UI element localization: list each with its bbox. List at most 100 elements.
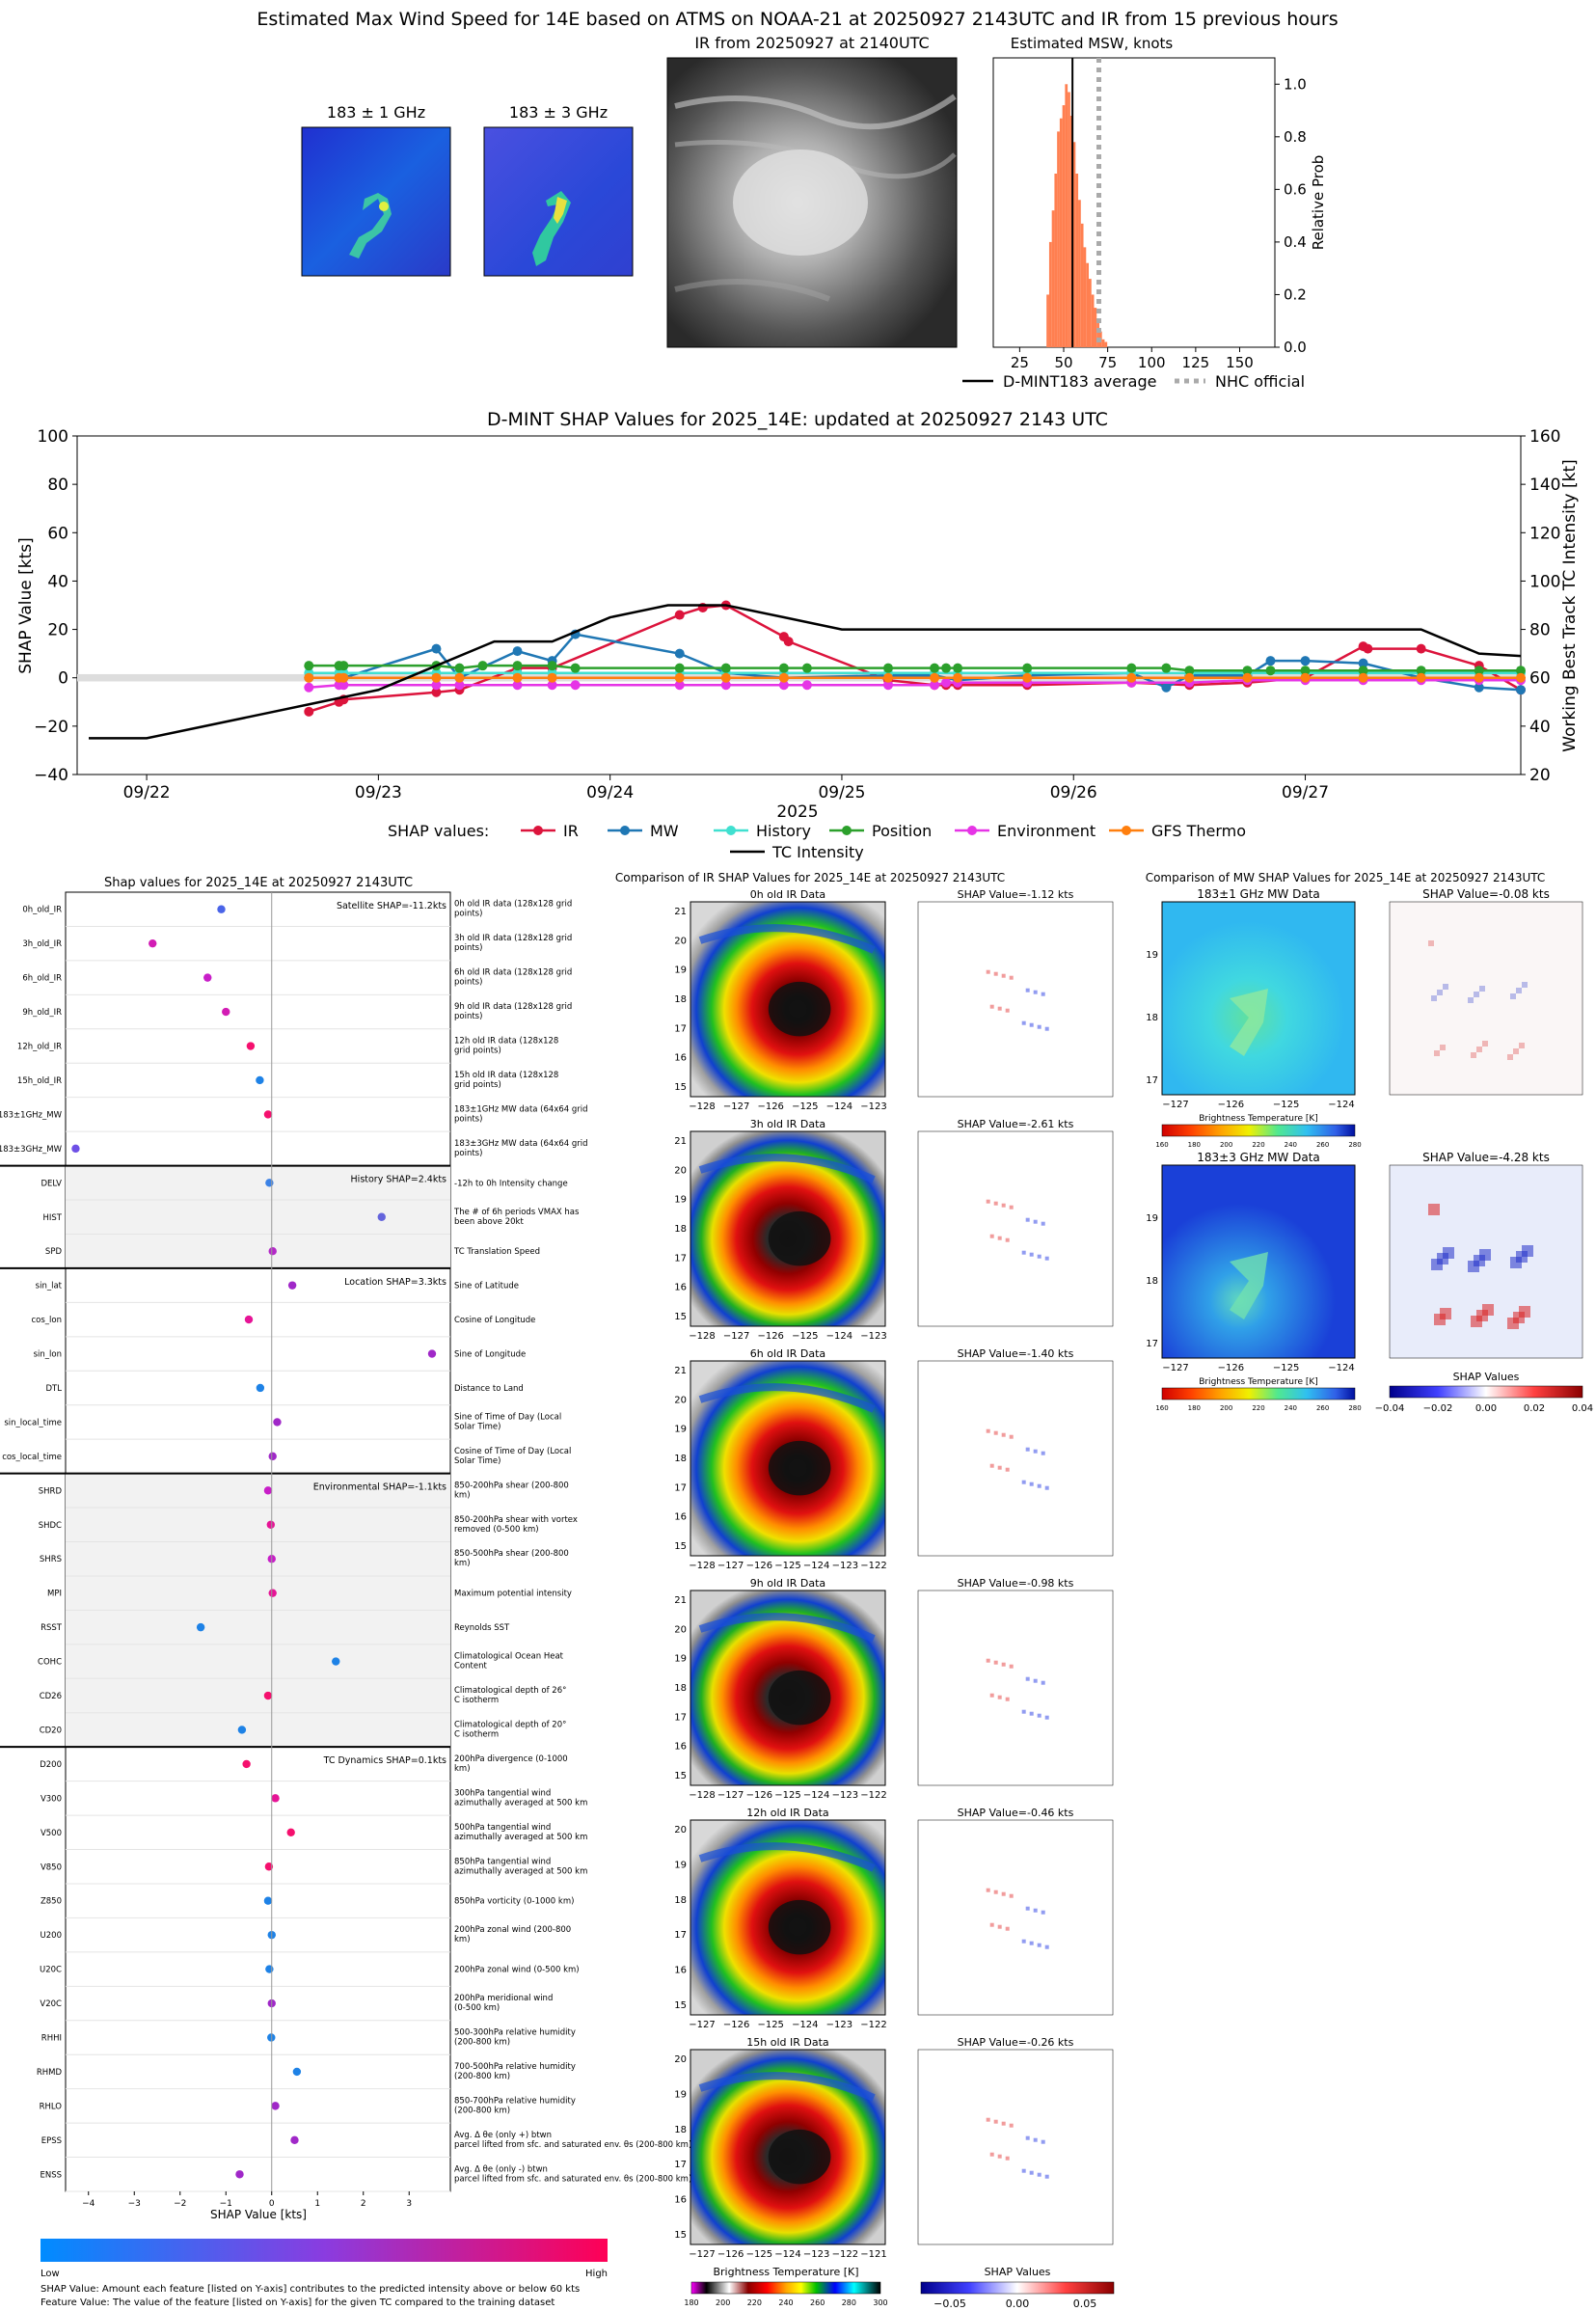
ir-ytick-5-1: 19 [674, 2089, 687, 2100]
ir-ytick-5-4: 16 [674, 2195, 687, 2206]
shap-point-0-3 [222, 1007, 230, 1017]
shap-feature-desc-4-3: 850hPa tangential wind azimuthally averag… [454, 1857, 587, 1876]
shap-point-0-2 [203, 973, 212, 982]
hist-bar-16 [1089, 279, 1092, 347]
ir-shap-speck-5-5 [1029, 2170, 1034, 2175]
legend-marker-0 [533, 826, 543, 835]
ts-point-3-2 [338, 661, 349, 671]
shap-feature-name-3-5: COHC [38, 1658, 62, 1668]
shap-point-4-11 [290, 2135, 299, 2145]
ir-shap-speck-0-4 [993, 971, 998, 976]
ir-cb-tick-3: 240 [778, 2298, 793, 2307]
ts-point-4-7 [570, 680, 581, 691]
shap-feature-name-1-1: HIST [43, 1213, 63, 1223]
shap-feature-desc-2-3: Distance to Land [454, 1384, 524, 1394]
shap-group-label-2: Location SHAP=3.3kts [344, 1277, 446, 1288]
shap-feature-name-4-1: V300 [41, 1794, 62, 1804]
mw-cbar-label-1: Brightness Temperature [K] [1199, 1377, 1318, 1387]
shap-feature-desc-4-6: 200hPa zonal wind (0-500 km) [454, 1966, 580, 1975]
ts-point-4-6 [547, 680, 557, 691]
ir-shap-speck-2-5 [1029, 1482, 1034, 1486]
ts-point-3-18 [1126, 663, 1137, 673]
mw-xtick-0-0: −127 [1162, 1100, 1188, 1110]
shap-feature-desc-3-0: 850-200hPa shear (200-800 km) [454, 1481, 569, 1500]
ir-ytick-4-3: 17 [674, 1930, 687, 1941]
shap-feature-name-2-1: cos_lon [31, 1316, 62, 1325]
ir-shap-speck-4-7 [1033, 1908, 1038, 1913]
shap-feature-name-3-7: CD20 [40, 1726, 62, 1735]
ts-point-3-10 [720, 663, 731, 673]
mw-cb-tick-0-1: 180 [1188, 1141, 1201, 1149]
shap-xtick-label-5: 1 [314, 2199, 320, 2209]
shap-feature-name-0-0: 0h_old_IR [22, 906, 62, 915]
ir-shap-speck-4-3 [1025, 1906, 1030, 1911]
ir-shap-title-3: SHAP Value=-0.98 kts [958, 1577, 1074, 1590]
ir-shap-speck-2-0 [986, 1428, 990, 1433]
hist-xtick-label-3: 100 [1138, 354, 1166, 371]
desc-line-1: 15h old IR data (128x128 [454, 1071, 558, 1080]
hist-bar-6 [1062, 105, 1066, 347]
mw1-image [301, 126, 451, 277]
ir-ytick-2-3: 18 [674, 1454, 687, 1464]
desc-line-1: Climatological Ocean Heat [454, 1652, 564, 1662]
shap-point-4-12 [235, 2170, 244, 2179]
desc-line-1: Climatological depth of 20° [454, 1720, 566, 1729]
ir-shap-speck-0-10 [1005, 1008, 1010, 1013]
ir-cb-tick-0: 180 [684, 2298, 698, 2307]
desc-line-2: Solar Time) [454, 1456, 500, 1466]
mw-shap-speck-0-3 [1431, 995, 1437, 1001]
ir-ytick-3-1: 20 [674, 1624, 687, 1635]
shap-point-4-2 [286, 1828, 295, 1837]
ts-point-0-11 [783, 637, 794, 647]
hist-bar-3 [1054, 174, 1058, 347]
mw-shap-speck-0-11 [1516, 988, 1522, 993]
shap-feature-name-0-4: 12h_old_IR [17, 1043, 62, 1052]
ir-shap-speck-3-12 [1009, 1664, 1014, 1669]
hist-bar-21 [1101, 339, 1105, 347]
shap-point-2-3 [256, 1383, 265, 1393]
desc-line-2: km) [454, 1559, 471, 1568]
ir-shap-colorbar-ticks: −0.05 0.00 0.05 [933, 2297, 1096, 2310]
shap-feature-desc-2-4: Sine of Time of Day (Local Solar Time) [454, 1412, 561, 1431]
ir-shap-speck-1-7 [1033, 1219, 1038, 1224]
shap-feature-desc-4-8: 500-300hPa relative humidity (200-800 km) [454, 2027, 576, 2047]
ts-point-5-2 [338, 672, 349, 683]
ir-ytick-3-4: 17 [674, 1712, 687, 1723]
shap-feature-name-4-6: U20C [40, 1966, 62, 1975]
ts-ytick-right-label-2: 60 [1529, 669, 1551, 689]
shap-feature-name-2-2: sin_lon [34, 1350, 62, 1360]
mw-compare-title: Comparison of MW SHAP Values for 2025_14… [1146, 871, 1546, 884]
desc-line-1: 850hPa vorticity (0-1000 km) [454, 1897, 574, 1907]
legend-marker-1 [620, 826, 630, 835]
ir-xtick-1-1: −127 [723, 1331, 749, 1342]
mw-shap-speck-1-16 [1482, 1304, 1494, 1316]
mw-shap-cb-tick-3: 0.02 [1524, 1403, 1545, 1414]
ir-shap-speck-2-13 [1044, 1485, 1049, 1490]
ir-shap-speck-4-2 [989, 1922, 994, 1927]
ts-point-3-4 [454, 663, 465, 673]
desc-line-1: Sine of Longitude [454, 1350, 526, 1360]
ts-point-5-17 [1300, 672, 1311, 683]
shap-group-label-4: TC Dynamics SHAP=0.1kts [323, 1755, 446, 1766]
ir-xtick-4-4: −123 [826, 2020, 852, 2030]
ir-shap-speck-5-12 [1009, 2123, 1014, 2128]
shap-feature-name-0-7: 183±3GHz_MW [0, 1145, 63, 1155]
shap-feature-desc-0-6: 183±1GHz MW data (64x64 grid points) [454, 1104, 588, 1124]
ir-xtick-5-6: −121 [860, 2249, 886, 2260]
mw-shap-speck-0-4 [1471, 1052, 1476, 1058]
ir-xtick-1-5: −123 [860, 1331, 886, 1342]
desc-line-1: Sine of Time of Day (Local [454, 1412, 561, 1422]
shap-point-3-7 [237, 1726, 247, 1734]
mw-cb-tick-0-3: 220 [1252, 1141, 1264, 1149]
shap-point-0-7 [71, 1144, 80, 1154]
ts-point-1-19 [1265, 656, 1276, 666]
shap-feature-name-4-0: D200 [40, 1760, 62, 1770]
shap-feature-name-0-6: 183±1GHz_MW [0, 1110, 63, 1120]
ts-point-4-12 [883, 680, 894, 691]
ir-shap-speck-0-13 [1044, 1026, 1049, 1031]
ts-point-5-0 [304, 672, 314, 683]
ir-shap-speck-3-13 [1044, 1715, 1049, 1720]
timeseries-chart: −40 −20 0 20 40 60 80 100 20 40 60 80 100 120 140 160 09… [34, 427, 1560, 802]
shap-feature-desc-4-11: Avg. Δ θe (only +) btwn parcel lifted fro… [454, 2131, 691, 2150]
hist-bar-7 [1065, 84, 1069, 347]
